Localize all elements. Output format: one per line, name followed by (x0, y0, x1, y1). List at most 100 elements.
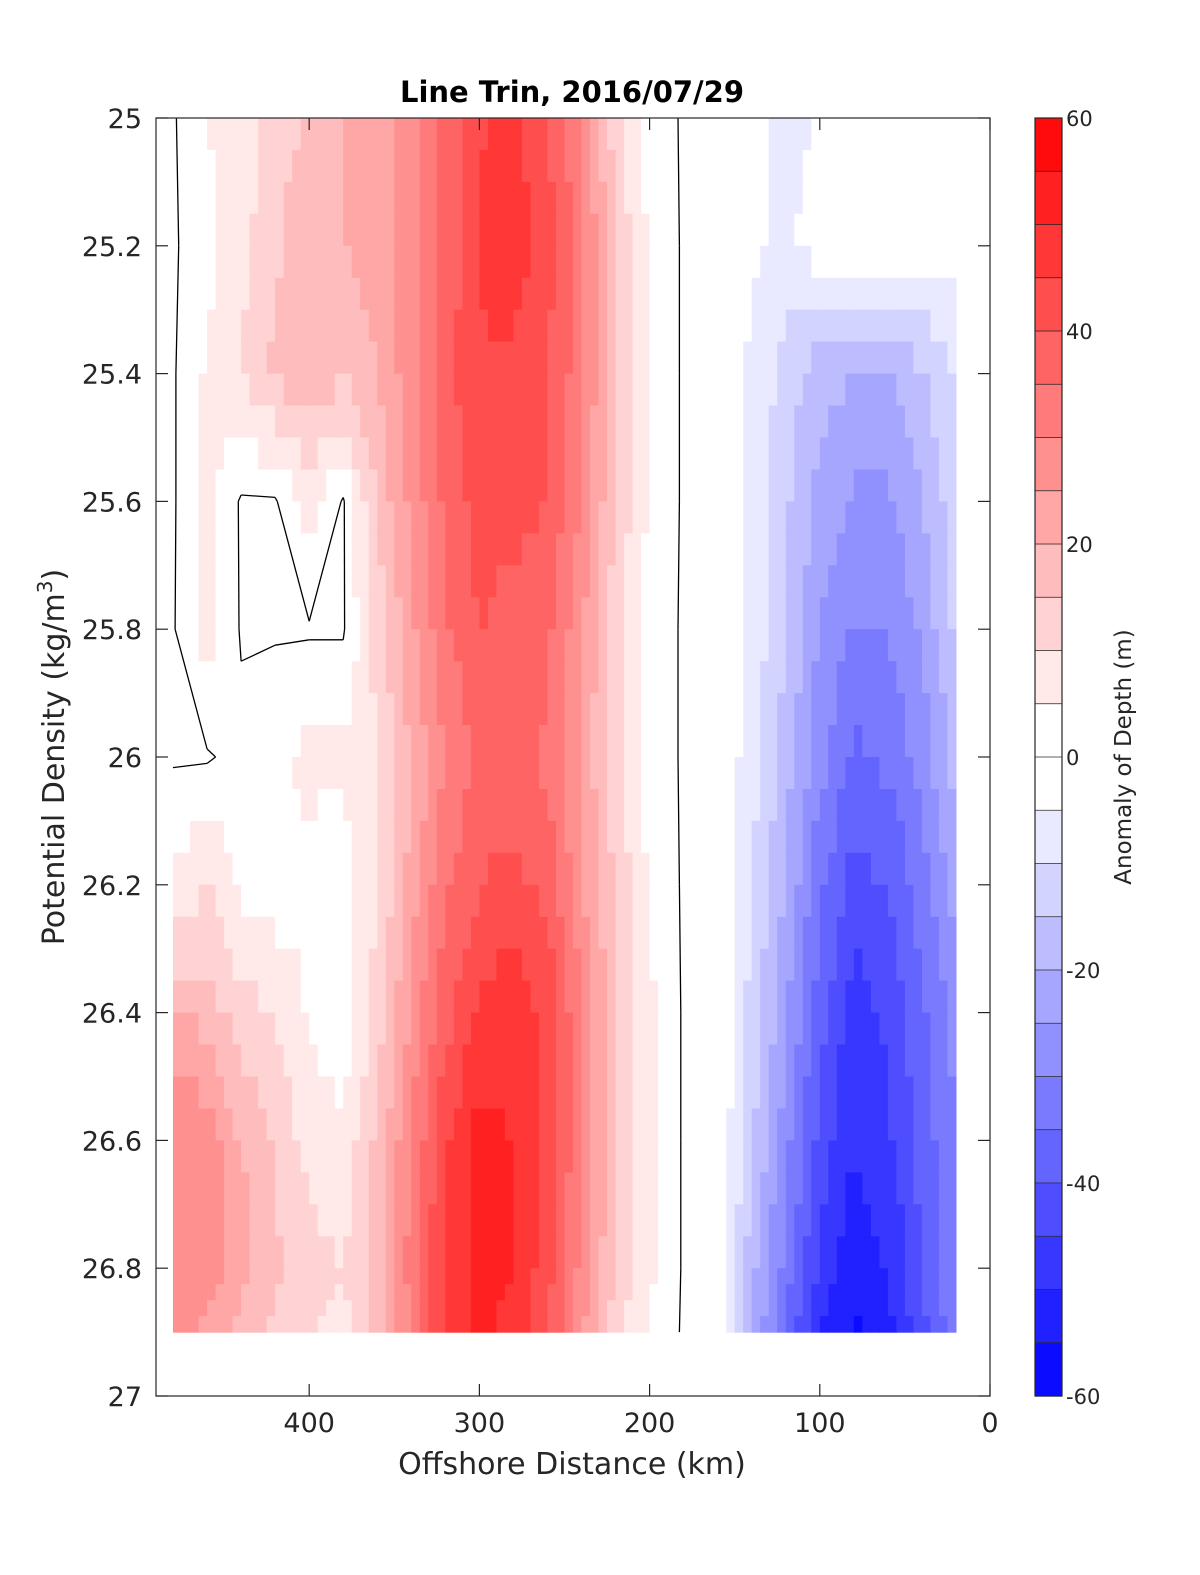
heatmap-cell (275, 725, 285, 758)
heatmap-cell (904, 852, 914, 886)
heatmap-cell (624, 150, 634, 183)
heatmap-cell (258, 213, 268, 247)
heatmap-cell (419, 1316, 429, 1333)
heatmap-cell (445, 820, 455, 854)
heatmap-cell (751, 1140, 761, 1173)
heatmap-cell (207, 341, 217, 375)
heatmap-cell (241, 661, 251, 694)
heatmap-cell (836, 1300, 846, 1317)
heatmap-cell (751, 820, 761, 854)
heatmap-cell (292, 1140, 302, 1173)
heatmap-cell (343, 597, 353, 630)
heatmap-cell (547, 789, 557, 822)
heatmap-cell (232, 948, 242, 982)
heatmap-cell (904, 1172, 914, 1205)
heatmap-cell (428, 820, 438, 854)
heatmap-cell (590, 405, 600, 439)
heatmap-cell (300, 501, 310, 534)
heatmap-cell (479, 597, 489, 630)
heatmap-cell (224, 1140, 234, 1173)
heatmap-cell (564, 469, 574, 503)
heatmap-cell (504, 277, 514, 311)
heatmap-cell (419, 309, 429, 343)
heatmap-cell (470, 884, 480, 918)
heatmap-cell (419, 1204, 429, 1237)
heatmap-cell (930, 565, 940, 598)
heatmap-cell (215, 1012, 225, 1046)
heatmap-cell (734, 1076, 744, 1110)
heatmap-cell (241, 1268, 251, 1285)
heatmap-cell (190, 852, 200, 886)
heatmap-cell (521, 1300, 531, 1317)
heatmap-cell (862, 565, 872, 598)
heatmap-cell (768, 884, 778, 918)
heatmap-cell (419, 1236, 429, 1269)
chart-title: Line Trin, 2016/07/29 (400, 75, 744, 109)
heatmap-cell (249, 820, 259, 854)
heatmap-cell (641, 309, 651, 343)
heatmap-cell (709, 852, 719, 886)
heatmap-cell (470, 181, 480, 215)
heatmap-cell (232, 469, 242, 503)
heatmap-cell (683, 1268, 693, 1285)
heatmap-cell (862, 533, 872, 566)
heatmap-cell (547, 852, 557, 886)
heatmap-cell (351, 1108, 361, 1142)
heatmap-cell (726, 1044, 736, 1078)
heatmap-cell (564, 820, 574, 854)
heatmap-cell (624, 213, 634, 247)
heatmap-cell (479, 341, 489, 375)
heatmap-cell (258, 980, 268, 1014)
heatmap-cell (385, 309, 395, 343)
heatmap-cell (521, 1284, 531, 1301)
heatmap-cell (896, 884, 906, 918)
heatmap-cell (904, 245, 914, 279)
heatmap-cell (453, 181, 463, 215)
heatmap-cell (334, 725, 344, 758)
heatmap-cell (675, 820, 685, 854)
heatmap-cell (649, 501, 659, 534)
heatmap-cell (938, 1300, 948, 1317)
heatmap-cell (266, 884, 276, 918)
heatmap-cell (190, 565, 200, 598)
heatmap-cell (845, 341, 855, 375)
heatmap-cell (743, 1012, 753, 1046)
heatmap-cell (590, 118, 600, 151)
heatmap-cell (539, 373, 549, 407)
heatmap-cell (241, 150, 251, 183)
heatmap-cell (802, 1268, 812, 1285)
heatmap-cell (734, 948, 744, 982)
heatmap-cell (496, 1108, 506, 1142)
heatmap-cell (402, 565, 412, 598)
heatmap-cell (743, 820, 753, 854)
heatmap-cell (368, 373, 378, 407)
heatmap-cell (777, 1204, 787, 1237)
heatmap-cell (402, 884, 412, 918)
heatmap-cell (777, 405, 787, 439)
heatmap-cell (658, 629, 668, 662)
heatmap-cell (258, 373, 268, 407)
heatmap-cell (947, 1012, 957, 1046)
heatmap-cell (641, 1172, 651, 1205)
heatmap-cell (726, 1316, 736, 1333)
colorbar-frame (1034, 117, 1063, 1397)
heatmap-cell (768, 181, 778, 215)
heatmap-cell (879, 980, 889, 1014)
heatmap-cell (470, 597, 480, 630)
heatmap-cell (836, 757, 846, 790)
heatmap-cell (734, 884, 744, 918)
heatmap-cell (717, 980, 727, 1014)
heatmap-cell (470, 150, 480, 183)
heatmap-cell (836, 1172, 846, 1205)
heatmap-cell (249, 597, 259, 630)
heatmap-cell (743, 629, 753, 662)
heatmap-cell (436, 533, 446, 566)
heatmap-cell (496, 789, 506, 822)
heatmap-cell (615, 852, 625, 886)
heatmap-cell (283, 693, 293, 726)
heatmap-cell (300, 150, 310, 183)
heatmap-cell (819, 980, 829, 1014)
heatmap-cell (581, 213, 591, 247)
heatmap-cell (573, 1108, 583, 1142)
heatmap-cell (760, 597, 770, 630)
